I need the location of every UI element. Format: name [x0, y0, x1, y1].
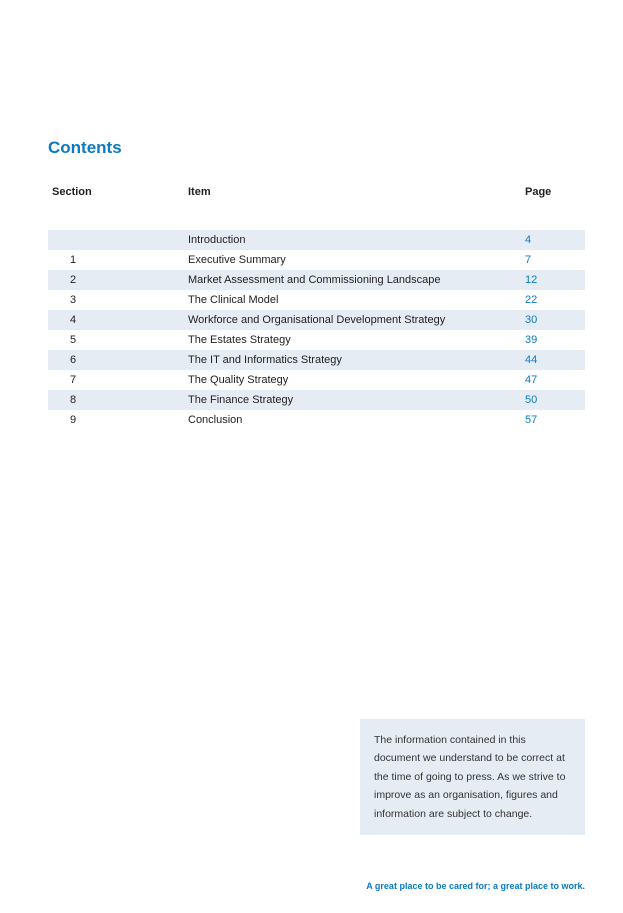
cell-page: 12: [525, 274, 585, 286]
cell-item: Introduction: [188, 234, 525, 246]
cell-page: 4: [525, 234, 585, 246]
cell-item: Workforce and Organisational Development…: [188, 314, 525, 326]
contents-title: Contents: [48, 138, 585, 158]
header-section: Section: [48, 186, 188, 198]
cell-item: The IT and Informatics Strategy: [188, 354, 525, 366]
cell-page: 44: [525, 354, 585, 366]
table-row: 8The Finance Strategy50: [48, 390, 585, 410]
table-row: 3The Clinical Model22: [48, 290, 585, 310]
cell-item: The Estates Strategy: [188, 334, 525, 346]
cell-section: 9: [48, 414, 188, 426]
header-page: Page: [525, 186, 585, 198]
table-row: 5The Estates Strategy39: [48, 330, 585, 350]
cell-item: Executive Summary: [188, 254, 525, 266]
header-item: Item: [188, 186, 525, 198]
table-row: 2Market Assessment and Commissioning Lan…: [48, 270, 585, 290]
cell-section: 4: [48, 314, 188, 326]
table-row: 1Executive Summary7: [48, 250, 585, 270]
cell-section: 2: [48, 274, 188, 286]
page: Contents Section Item Page Introduction4…: [0, 0, 623, 430]
footer-tagline: A great place to be cared for; a great p…: [366, 881, 585, 891]
cell-item: Market Assessment and Commissioning Land…: [188, 274, 525, 286]
cell-item: The Finance Strategy: [188, 394, 525, 406]
table-row: 9Conclusion57: [48, 410, 585, 430]
cell-page: 39: [525, 334, 585, 346]
table-body: Introduction41Executive Summary72Market …: [48, 230, 585, 430]
cell-page: 22: [525, 294, 585, 306]
table-row: Introduction4: [48, 230, 585, 250]
cell-item: The Clinical Model: [188, 294, 525, 306]
cell-section: 5: [48, 334, 188, 346]
cell-page: 30: [525, 314, 585, 326]
table-row: 7The Quality Strategy47: [48, 370, 585, 390]
cell-section: 8: [48, 394, 188, 406]
cell-page: 47: [525, 374, 585, 386]
info-box: The information contained in this docume…: [360, 719, 585, 835]
cell-section: 6: [48, 354, 188, 366]
cell-item: Conclusion: [188, 414, 525, 426]
cell-page: 57: [525, 414, 585, 426]
cell-section: 3: [48, 294, 188, 306]
cell-section: 1: [48, 254, 188, 266]
cell-page: 50: [525, 394, 585, 406]
cell-item: The Quality Strategy: [188, 374, 525, 386]
table-header: Section Item Page: [48, 186, 585, 202]
table-row: 6The IT and Informatics Strategy44: [48, 350, 585, 370]
cell-section: 7: [48, 374, 188, 386]
cell-page: 7: [525, 254, 585, 266]
table-row: 4Workforce and Organisational Developmen…: [48, 310, 585, 330]
